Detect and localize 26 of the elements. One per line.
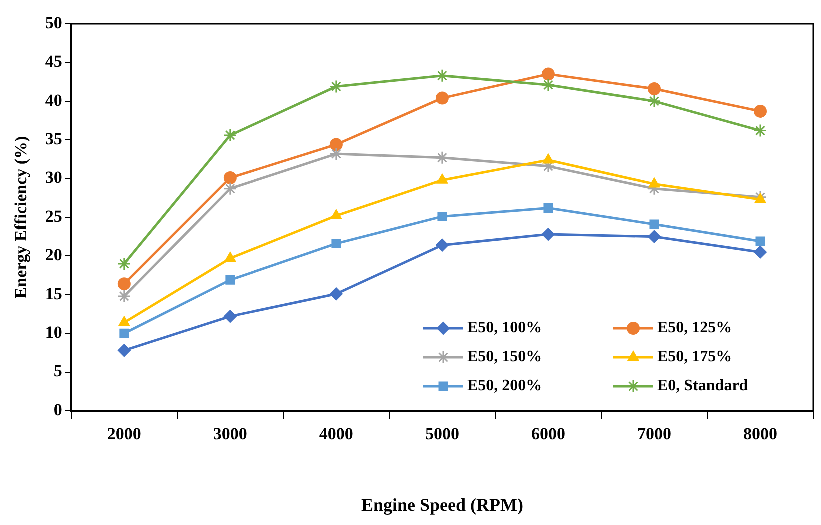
y-axis-title: Energy Efficiency (%) xyxy=(12,136,31,299)
y-tick-label: 35 xyxy=(45,129,62,148)
y-tick-label: 25 xyxy=(45,206,62,226)
legend-label: E50, 100% xyxy=(468,320,542,337)
legend-label: E50, 150% xyxy=(468,348,542,366)
legend-label: E50, 125% xyxy=(658,320,732,337)
y-tick-label: 45 xyxy=(45,52,62,72)
y-tick-label: 40 xyxy=(45,90,62,110)
x-tick-label: 2000 xyxy=(107,424,142,444)
x-tick-label: 5000 xyxy=(425,424,460,444)
y-tick-label: 20 xyxy=(45,246,62,265)
x-tick-label: 3000 xyxy=(213,424,248,444)
y-tick-label: 10 xyxy=(45,322,62,342)
x-tick-label: 7000 xyxy=(637,424,672,444)
legend-label: E50, 175% xyxy=(658,348,732,366)
legend-label: E50, 200% xyxy=(468,378,542,395)
y-tick-label: 5 xyxy=(54,362,62,381)
x-tick-label: 6000 xyxy=(531,424,566,444)
y-tick-label: 15 xyxy=(45,284,62,304)
x-tick-label: 4000 xyxy=(319,424,354,444)
x-axis-title: Engine Speed (RPM) xyxy=(361,494,524,515)
x-tick-label: 8000 xyxy=(743,424,778,444)
y-tick-label: 50 xyxy=(45,13,62,32)
y-tick-label: 0 xyxy=(54,400,62,420)
legend-label: E0, Standard xyxy=(658,378,748,395)
y-tick-label: 30 xyxy=(45,168,62,188)
